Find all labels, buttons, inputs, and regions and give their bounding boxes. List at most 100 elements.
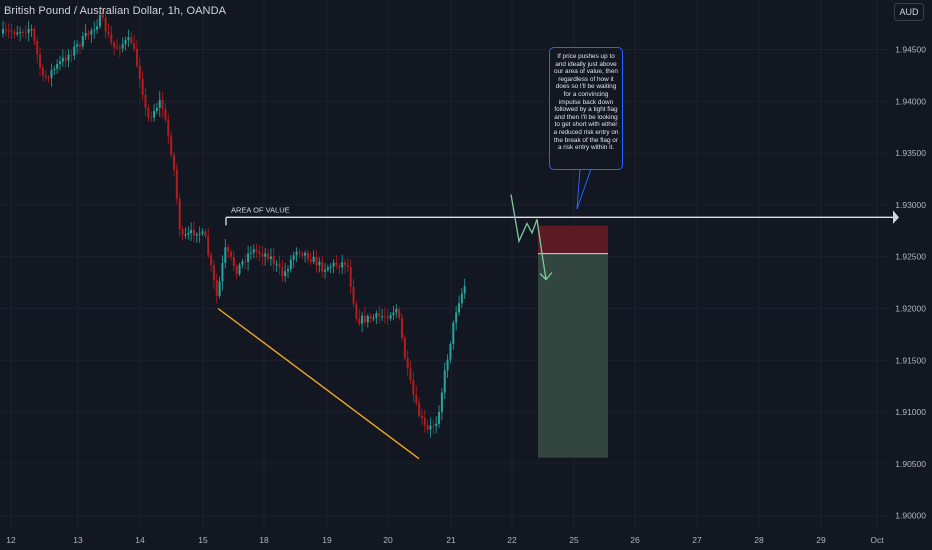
candle-body (173, 154, 175, 170)
candle-body (161, 100, 164, 110)
candle-body (190, 229, 193, 234)
candle-body (16, 32, 19, 35)
candle-body (264, 253, 267, 257)
time-tick-label: 15 (198, 535, 208, 545)
candle-body (381, 316, 384, 318)
price-tick-label: 1.94000 (895, 96, 926, 106)
candle-body (304, 252, 307, 256)
time-tick-label: Oct (870, 535, 884, 545)
candle-body (101, 14, 104, 18)
path-arrow-head (539, 272, 553, 281)
stop-loss-zone (538, 225, 608, 254)
candle-body (84, 32, 87, 37)
candle-body (363, 315, 366, 323)
time-tick-label: 25 (569, 535, 579, 545)
candle-body (338, 265, 341, 268)
candle-body (116, 47, 118, 49)
candle-body (369, 315, 372, 319)
candle-body (87, 32, 90, 35)
candle-body (130, 37, 133, 43)
time-tick-label: 21 (446, 535, 456, 545)
candle-body (227, 247, 230, 252)
candle-body (53, 68, 56, 71)
candle-body (423, 417, 426, 425)
candle-body (178, 198, 181, 230)
price-tick-label: 1.90000 (895, 511, 926, 521)
time-tick-label: 18 (259, 535, 269, 545)
candle-body (107, 31, 110, 35)
candle-body (455, 312, 458, 323)
time-axis[interactable]: 12 13 14 15 18 19 20 21 22 25 26 27 28 29 Oct (6, 535, 884, 545)
candle-body (247, 253, 250, 263)
candle-body (287, 269, 289, 272)
candle-body (93, 29, 96, 31)
time-tick-label: 13 (73, 535, 83, 545)
candle-body (446, 359, 449, 371)
currency-button[interactable]: AUD (894, 3, 924, 21)
candle-body (401, 317, 403, 338)
annotation-callout[interactable]: If price pushes up to and ideally just a… (549, 47, 623, 170)
candle-body (184, 234, 187, 236)
candle-body (352, 286, 355, 304)
candle-body (150, 117, 153, 119)
candle-body (121, 44, 124, 49)
candle-body (113, 42, 116, 48)
candle-body (449, 343, 452, 360)
candle-body (64, 57, 67, 61)
candle-body (81, 36, 84, 47)
candle-body (329, 266, 332, 268)
candle-body (366, 315, 369, 323)
candle-body (10, 30, 13, 33)
candle-body (61, 57, 64, 62)
candle-body (27, 29, 30, 33)
candle-body (372, 317, 375, 319)
candle-body (375, 313, 378, 318)
time-tick-label: 27 (692, 535, 702, 545)
candle-body (426, 424, 429, 430)
candle-body (349, 266, 352, 287)
time-tick-label: 28 (754, 535, 764, 545)
candle-body (252, 249, 255, 253)
candle-body (341, 262, 344, 268)
candle-body (238, 264, 241, 274)
candle-body (378, 313, 381, 317)
candle-body (452, 322, 455, 344)
candle-body (392, 312, 395, 316)
candle-body (70, 54, 73, 56)
candle-body (41, 67, 44, 76)
candle-body (195, 234, 198, 236)
candle-body (232, 257, 235, 267)
candle-body (292, 255, 295, 260)
candle-body (406, 357, 409, 369)
price-axis[interactable]: 1.94500 1.94000 1.93500 1.93000 1.92500 1.920… (895, 45, 926, 521)
candle-body (19, 31, 22, 33)
candle-body (207, 236, 210, 255)
candle-body (235, 266, 238, 274)
candle-body (181, 229, 184, 235)
candle-body (201, 231, 204, 234)
candle-body (36, 41, 39, 55)
candle-body (403, 337, 406, 358)
level-end-arrow (893, 210, 899, 224)
trendline (217, 307, 420, 460)
candle-body (412, 380, 415, 395)
candle-body (398, 308, 401, 318)
candle-body (73, 46, 76, 56)
candle-body (358, 318, 361, 324)
candle-body (210, 254, 213, 265)
candle-body (56, 63, 59, 69)
candle-body (241, 261, 244, 265)
candle-body (30, 29, 33, 31)
candle-body (295, 251, 298, 256)
candle-body (420, 415, 423, 418)
candle-body (124, 39, 127, 45)
price-tick-label: 1.91500 (895, 355, 926, 365)
price-tick-label: 1.91000 (895, 407, 926, 417)
candle-body (67, 54, 70, 61)
price-tick-label: 1.92500 (895, 252, 926, 262)
candle-body (153, 111, 156, 118)
candle-body (315, 256, 318, 266)
time-tick-label: 26 (630, 535, 640, 545)
